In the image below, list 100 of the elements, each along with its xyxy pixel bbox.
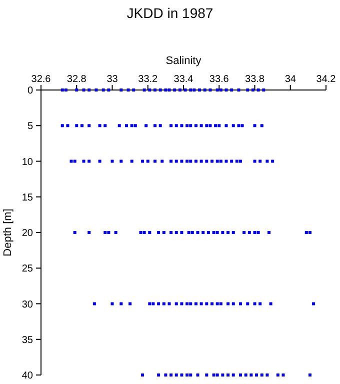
point: [146, 160, 150, 163]
point: [170, 231, 173, 234]
x-tick-label: 33.2: [138, 74, 158, 85]
point: [251, 88, 254, 92]
point: [304, 231, 308, 234]
y-tick-label: 15: [22, 192, 34, 204]
point: [189, 160, 192, 163]
x-tick-label: 32.8: [66, 74, 87, 85]
point: [258, 302, 262, 306]
point: [218, 124, 221, 128]
point: [187, 231, 190, 234]
point: [239, 160, 242, 163]
point: [216, 88, 219, 92]
point: [216, 231, 219, 234]
point: [205, 374, 208, 376]
point: [141, 160, 144, 163]
point: [189, 374, 192, 376]
point: [230, 160, 234, 163]
point: [216, 160, 219, 163]
point: [142, 88, 146, 92]
point: [157, 302, 160, 306]
point: [157, 374, 160, 376]
point: [194, 160, 198, 163]
point: [173, 88, 176, 92]
point: [258, 160, 262, 163]
point: [154, 88, 156, 92]
point: [248, 231, 251, 234]
point: [200, 302, 203, 306]
y-tick-label: 10: [22, 156, 34, 168]
point: [196, 374, 200, 376]
point: [164, 374, 168, 376]
point: [266, 374, 269, 376]
x-tick-label: 34.2: [316, 74, 336, 85]
point: [216, 374, 219, 376]
point: [262, 88, 266, 92]
point: [189, 88, 192, 92]
point: [260, 374, 264, 376]
point: [102, 88, 105, 92]
point: [142, 231, 146, 234]
point: [184, 88, 187, 92]
point: [75, 88, 78, 92]
point: [170, 374, 173, 376]
point: [240, 124, 244, 128]
point: [308, 231, 312, 234]
y-axis-title: Depth [m]: [2, 208, 14, 256]
point: [212, 374, 216, 376]
point: [282, 374, 285, 376]
point: [174, 160, 178, 163]
point: [148, 88, 152, 92]
y-tick-label: 30: [22, 299, 34, 310]
point: [232, 124, 235, 128]
point: [246, 302, 250, 306]
point: [80, 124, 84, 128]
point: [212, 231, 216, 234]
point: [82, 88, 86, 92]
point: [271, 160, 274, 163]
point: [189, 302, 192, 306]
point: [73, 231, 76, 234]
point: [224, 160, 228, 163]
y-tick-label: 20: [22, 228, 34, 239]
point: [256, 88, 260, 92]
point: [88, 231, 91, 234]
point: [174, 124, 178, 128]
point: [237, 88, 240, 92]
point: [206, 231, 210, 234]
point: [221, 231, 224, 234]
point: [253, 160, 256, 163]
point: [200, 160, 203, 163]
point: [60, 124, 64, 128]
point: [221, 374, 224, 376]
point: [88, 160, 91, 163]
point: [154, 124, 156, 128]
point: [120, 88, 123, 92]
point: [118, 124, 121, 128]
point: [180, 160, 184, 163]
point: [107, 231, 110, 234]
point: [180, 374, 184, 376]
point: [198, 88, 202, 92]
point: [232, 374, 235, 376]
point: [168, 302, 171, 306]
point: [128, 302, 132, 306]
point: [219, 160, 222, 163]
point: [104, 231, 107, 234]
point: [256, 231, 260, 234]
point: [73, 160, 76, 163]
point: [202, 231, 205, 234]
point: [269, 302, 272, 306]
point: [158, 124, 162, 128]
point: [130, 160, 134, 163]
point: [110, 160, 114, 163]
point: [226, 231, 230, 234]
x-tick-label: 33.6: [209, 74, 230, 85]
point: [308, 374, 312, 376]
point: [186, 124, 189, 128]
point: [237, 124, 240, 128]
point: [134, 124, 137, 128]
point: [66, 124, 70, 128]
point: [250, 374, 253, 376]
point: [205, 124, 208, 128]
point: [246, 88, 250, 92]
